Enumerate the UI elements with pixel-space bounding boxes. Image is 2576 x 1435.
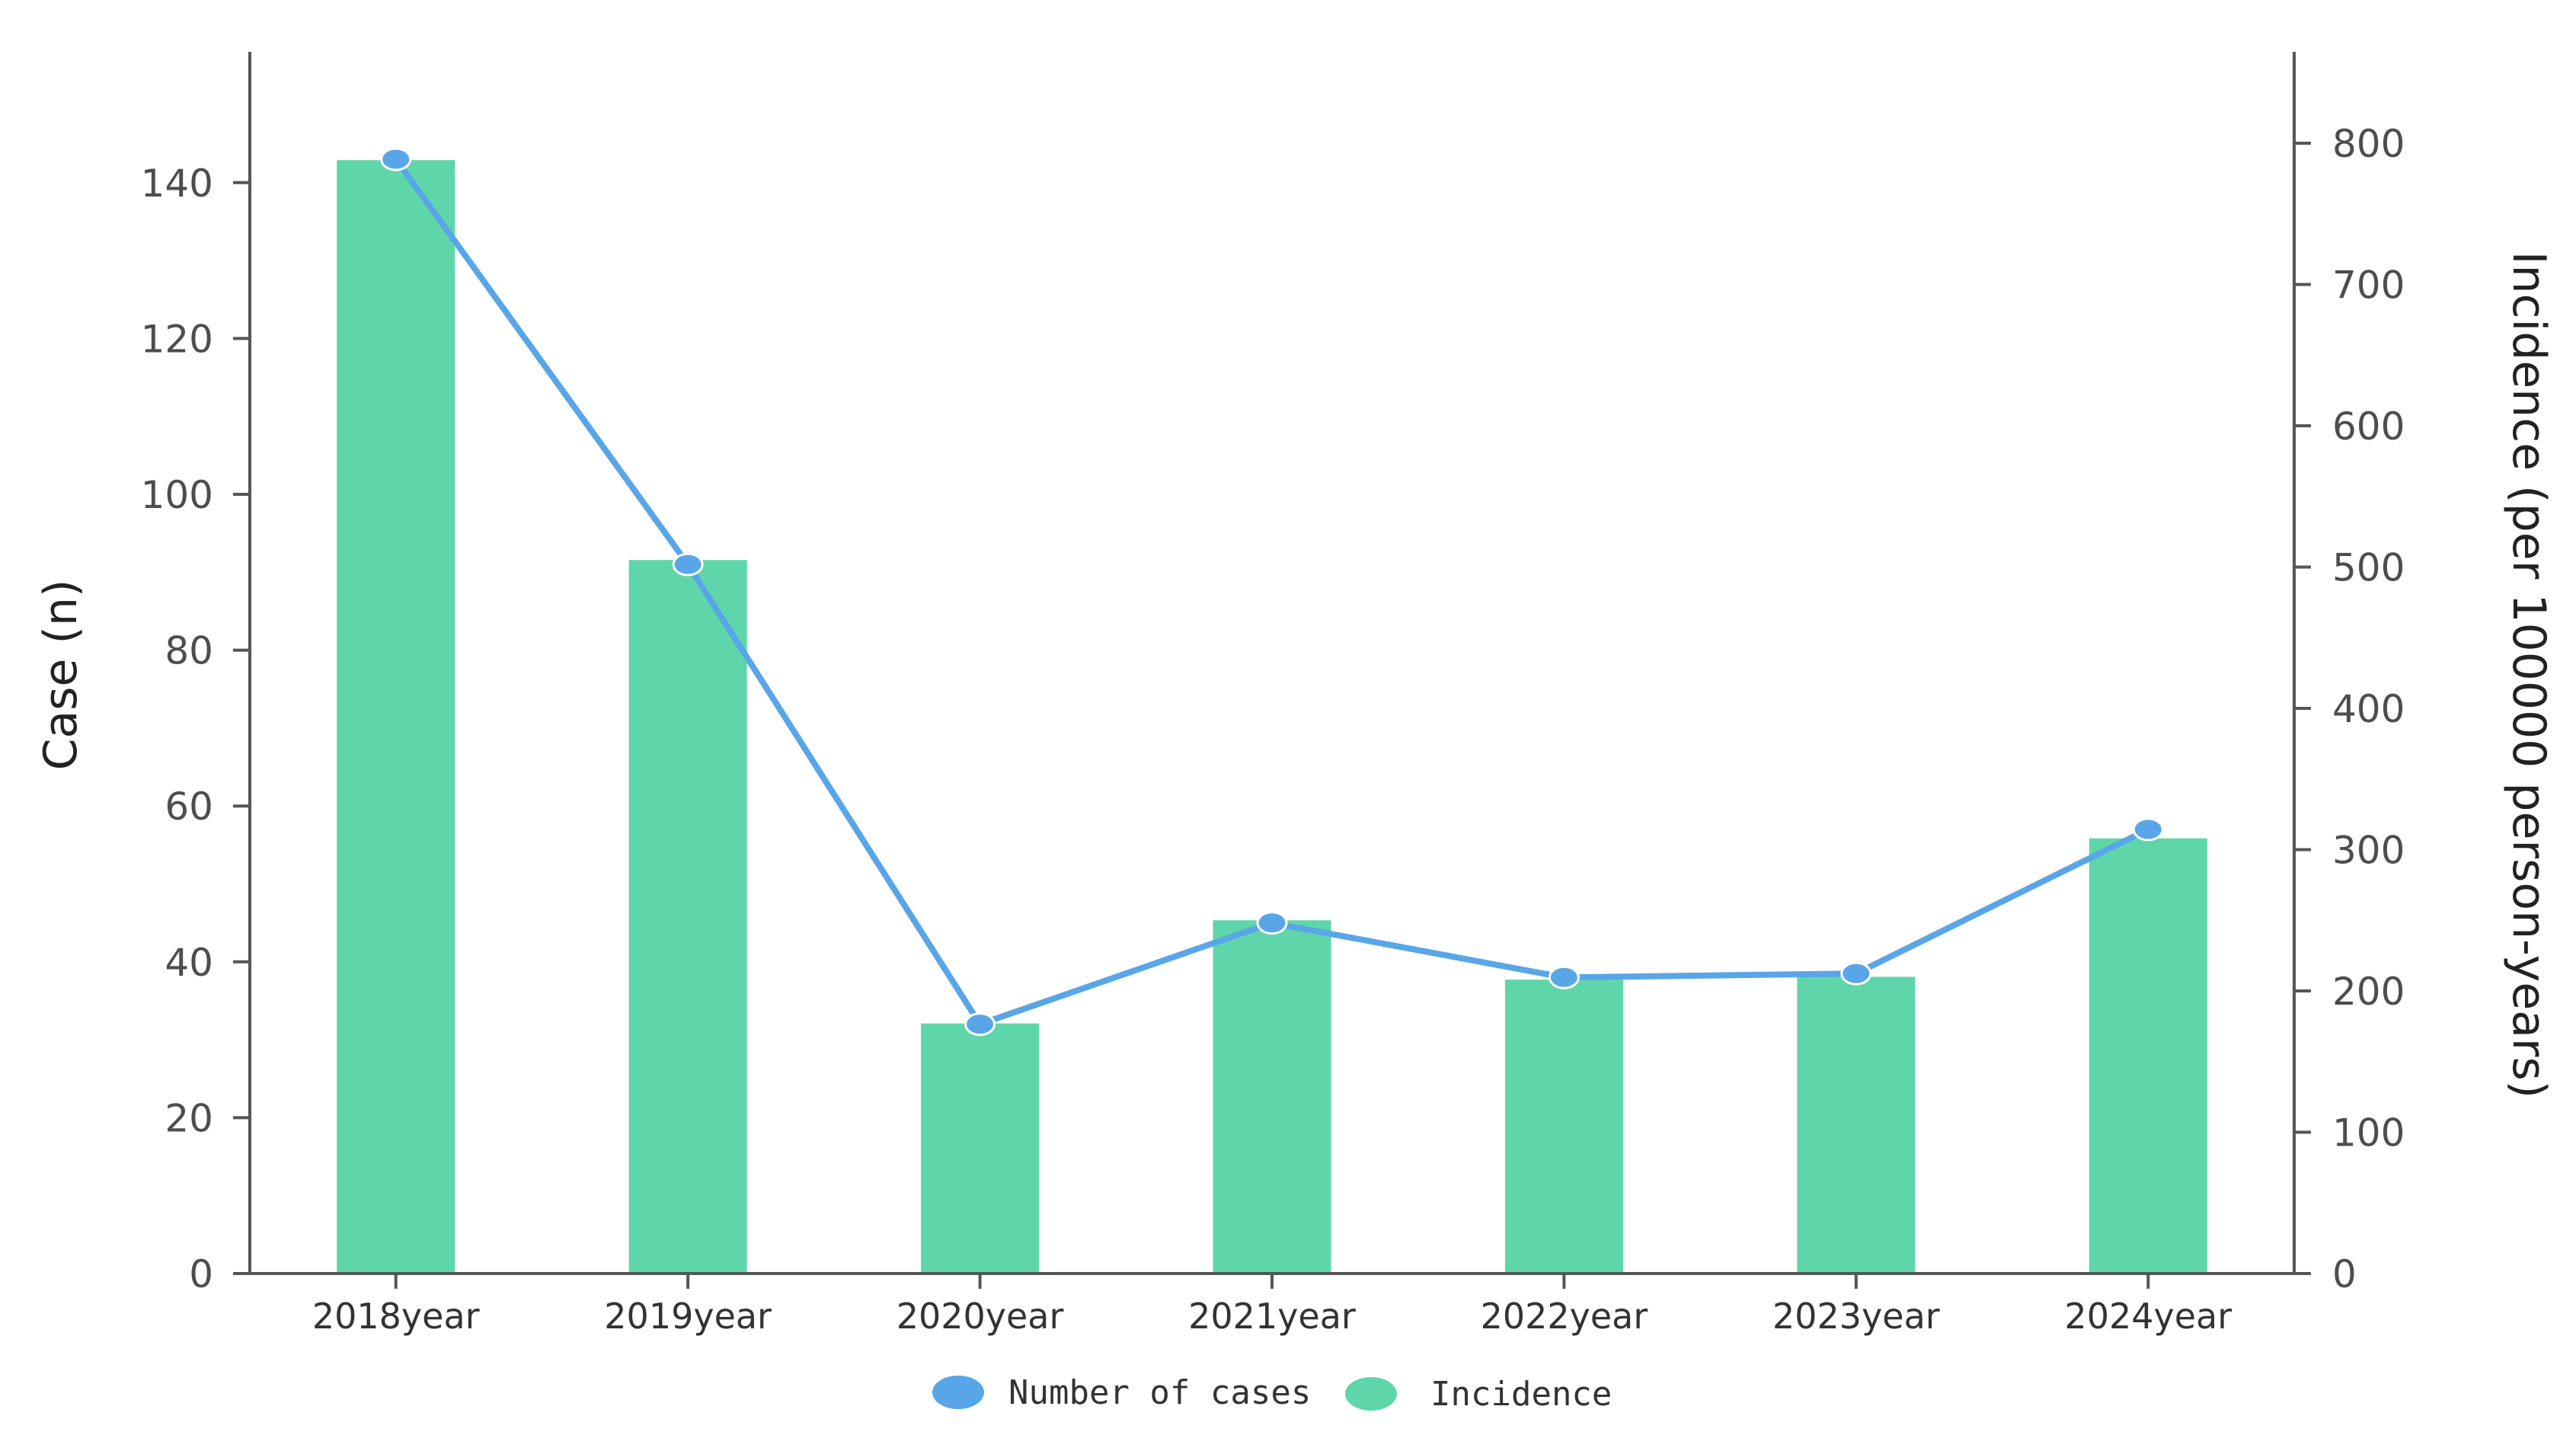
right-tick-label: 100 [2332,1111,2405,1155]
point-number-of-cases-2018year [380,147,412,171]
point-number-of-cases-2020year [964,1012,996,1037]
point-number-of-cases-2024year [2132,817,2164,842]
bar-incidence-2020year [921,1023,1040,1274]
left-tick-label: 140 [141,161,213,206]
x-tick-label: 2019year [604,1296,772,1337]
left-tick-label: 100 [141,473,213,517]
left-tick-label: 80 [165,629,213,673]
ticks-layer: 0 20 40 60 80 100 120 140 0 100 200 300 400 500 600 700… [141,122,2405,1337]
left-tick-label: 20 [165,1096,213,1140]
left-axis-title: Case (n) [34,580,88,771]
right-axis-title: Incidence (per 100000 person-years) [2502,251,2555,1098]
legend-label-cases: Number of cases [1008,1373,1311,1412]
x-tick-label: 2018year [312,1296,480,1337]
right-tick-label: 600 [2332,404,2405,449]
left-tick-label: 40 [165,941,213,985]
x-tick-label: 2021year [1188,1296,1356,1337]
right-tick-label: 400 [2332,687,2405,731]
x-tick-label: 2022year [1481,1296,1648,1337]
legend: Number of cases Incidence [932,1373,1612,1414]
point-number-of-cases-2021year [1256,911,1288,935]
point-number-of-cases-2022year [1548,965,1580,989]
legend-label-incidence: Incidence [1430,1375,1612,1414]
bars-layer [337,160,2207,1274]
left-tick-label: 60 [165,785,213,829]
x-tick-label: 2024year [2064,1296,2232,1337]
legend-swatch-incidence [1345,1377,1397,1411]
bar-incidence-2021year [1213,920,1331,1274]
left-tick-label: 120 [141,317,213,361]
right-tick-label: 200 [2332,970,2405,1014]
left-tick-label: 0 [189,1252,213,1296]
bar-incidence-2022year [1504,980,1623,1274]
bar-incidence-2018year [337,160,455,1274]
x-tick-label: 2020year [896,1296,1064,1337]
bar-incidence-2024year [2089,838,2207,1274]
right-tick-label: 700 [2332,264,2405,308]
line-layer [380,147,2164,1037]
right-tick-label: 500 [2332,546,2405,590]
point-number-of-cases-2023year [1840,961,1872,986]
bar-incidence-2019year [628,560,747,1274]
right-tick-label: 800 [2332,122,2405,166]
x-tick-label: 2023year [1772,1296,1940,1337]
legend-swatch-cases [932,1376,984,1409]
right-tick-label: 300 [2332,829,2405,873]
bar-incidence-2023year [1797,976,1916,1274]
point-number-of-cases-2019year [672,552,704,577]
right-tick-label: 0 [2332,1252,2357,1296]
